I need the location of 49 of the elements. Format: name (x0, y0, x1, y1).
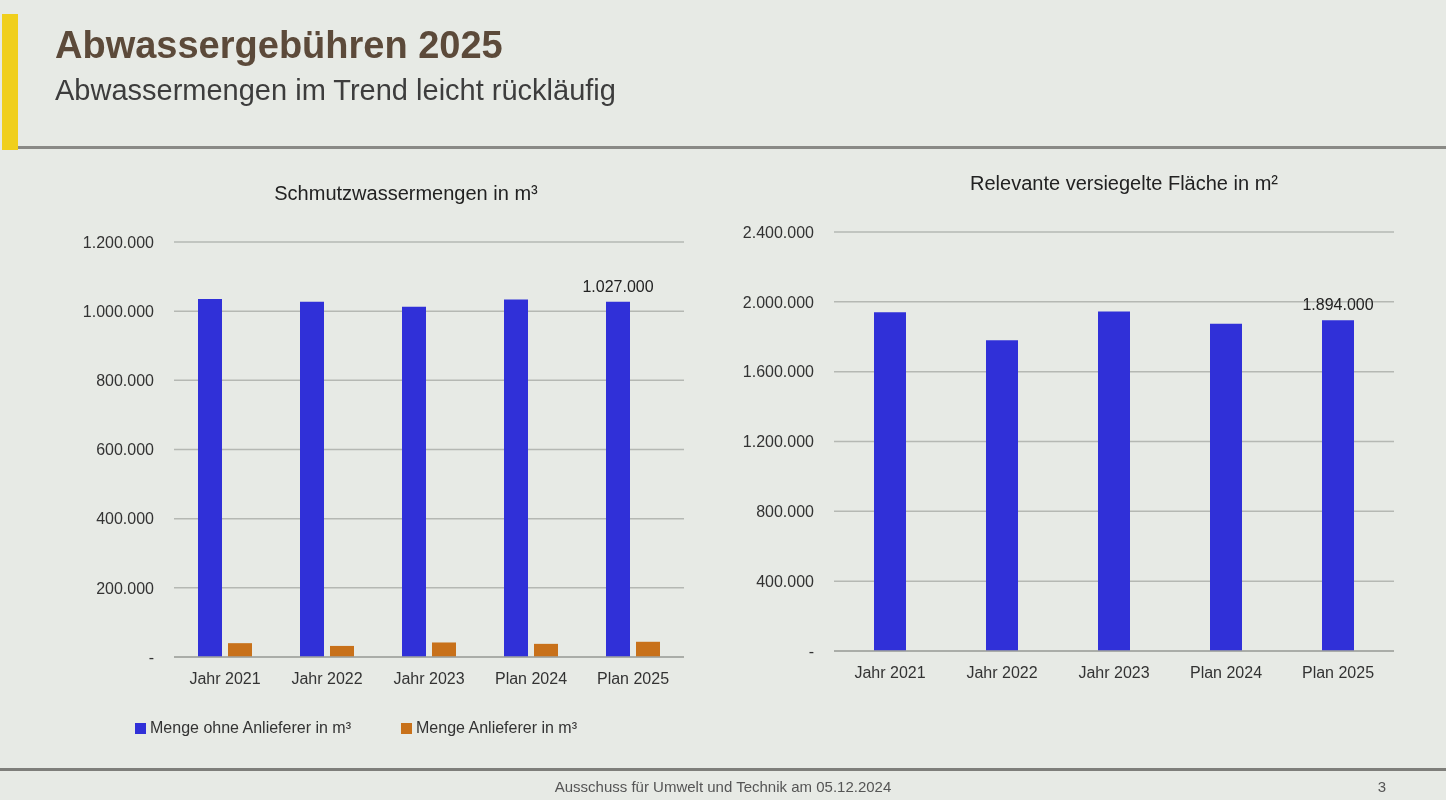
data-label: 1.894.000 (1302, 296, 1374, 314)
y-tick-label: 800.000 (756, 503, 815, 521)
y-tick-label: 1.600.000 (742, 363, 815, 381)
bar (228, 643, 252, 657)
x-tick-label: Jahr 2021 (189, 670, 261, 688)
bar (1322, 320, 1354, 651)
x-tick-label: Plan 2025 (1301, 664, 1375, 682)
bar (432, 642, 456, 657)
bar (606, 301, 630, 657)
bar (1210, 323, 1242, 651)
bar (1098, 311, 1130, 651)
text: Abwassergebühren 2025 (55, 24, 503, 67)
y-tick-label: 400.000 (756, 572, 815, 590)
bar (504, 299, 528, 657)
x-tick-label: Plan 2024 (1189, 664, 1263, 682)
x-tick-label: Jahr 2022 (966, 664, 1038, 682)
bar (986, 340, 1018, 651)
x-tick-label: Jahr 2022 (291, 670, 363, 688)
y-tick-label: 800.000 (96, 372, 155, 390)
y-tick-label: 2.400.000 (742, 223, 815, 241)
bar (198, 299, 222, 657)
bar (636, 641, 660, 657)
x-tick-label: Jahr 2021 (854, 664, 926, 682)
data-label: 1.027.000 (582, 277, 654, 295)
bar (330, 645, 354, 657)
bar (300, 301, 324, 657)
x-tick-label: Plan 2025 (596, 670, 670, 688)
y-tick-label: 600.000 (96, 441, 155, 459)
text: Abwassermengen im Trend leicht rückläufig (55, 74, 616, 107)
x-tick-label: Jahr 2023 (1078, 664, 1150, 682)
text: 3 (1377, 778, 1386, 795)
x-tick-label: Jahr 2023 (393, 670, 465, 688)
chart-title: Schmutzwassermengen in m³ (273, 182, 539, 206)
y-tick-label: 200.000 (96, 579, 155, 597)
bar (534, 643, 558, 657)
y-tick-label: 1.200.000 (82, 233, 155, 251)
y-tick-label: 400.000 (96, 510, 155, 528)
y-tick-label: 1.000.000 (82, 302, 155, 320)
legend-label: Menge ohne Anlieferer in m³ (150, 719, 352, 736)
y-tick-label: - (148, 648, 154, 666)
x-tick-label: Plan 2024 (494, 670, 568, 688)
y-tick-label: 1.200.000 (742, 433, 815, 451)
text: Ausschuss für Umwelt und Technik am 05.12.2024 (554, 778, 892, 795)
chart-title: Relevante versiegelte Fläche in m² (969, 172, 1279, 196)
y-tick-label: - (808, 642, 814, 660)
bar (402, 306, 426, 657)
y-tick-label: 2.000.000 (742, 293, 815, 311)
bar (874, 312, 906, 651)
legend-label: Menge Anlieferer in m³ (416, 719, 577, 736)
